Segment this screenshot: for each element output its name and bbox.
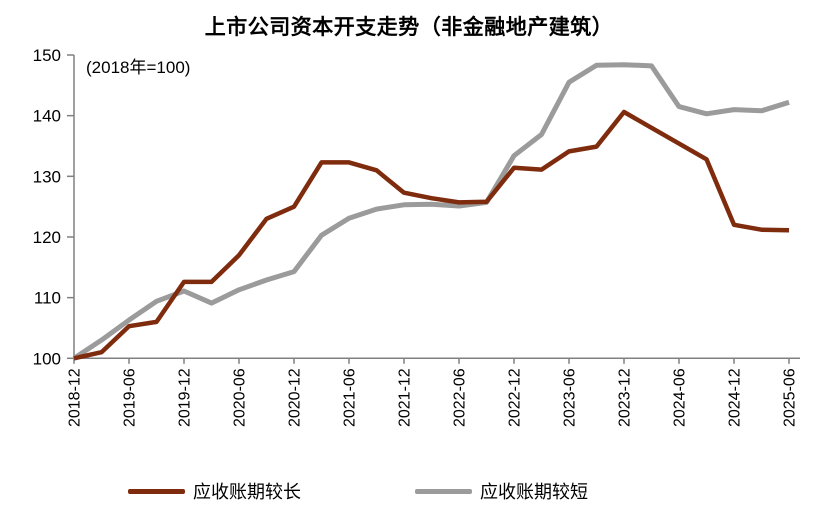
y-tick-label: 130 [33, 167, 61, 186]
legend: 应收账期较长 应收账期较短 [128, 478, 588, 504]
x-tick-label: 2023-06 [562, 368, 579, 427]
x-tick-label: 2018-12 [67, 368, 84, 427]
legend-entry-short: 应收账期较短 [415, 478, 588, 504]
x-tick-label: 2024-12 [727, 368, 744, 427]
x-tick-label: 2019-12 [177, 368, 194, 427]
x-tick-label: 2019-06 [122, 368, 139, 427]
x-tick-label: 2020-12 [287, 368, 304, 427]
y-tick-label: 140 [33, 107, 61, 126]
x-tick-label: 2025-06 [782, 368, 799, 427]
x-tick-label: 2022-06 [452, 368, 469, 427]
y-tick-label: 120 [33, 228, 61, 247]
index-base-note: (2018年=100) [86, 58, 191, 77]
x-tick-label: 2020-06 [232, 368, 249, 427]
x-tick-label: 2024-06 [672, 368, 689, 427]
x-tick-label: 2021-06 [342, 368, 359, 427]
series-line-long [73, 109, 790, 361]
y-tick-label: 100 [33, 349, 61, 368]
x-tick-label: 2023-12 [617, 368, 634, 427]
legend-entry-long: 应收账期较长 [128, 478, 301, 504]
x-tick-label: 2021-12 [397, 368, 414, 427]
legend-swatch-short-icon [415, 488, 472, 494]
x-tick-label: 2022-12 [507, 368, 524, 427]
chart-title: 上市公司资本开支走势（非金融地产建筑） [204, 16, 614, 39]
y-tick-label: 150 [33, 46, 61, 65]
series-line-short [72, 62, 790, 361]
legend-label-long: 应收账期较长 [193, 482, 301, 502]
legend-label-short: 应收账期较短 [480, 482, 588, 502]
legend-swatch-long-icon [128, 488, 185, 494]
y-tick-label: 110 [34, 289, 61, 308]
